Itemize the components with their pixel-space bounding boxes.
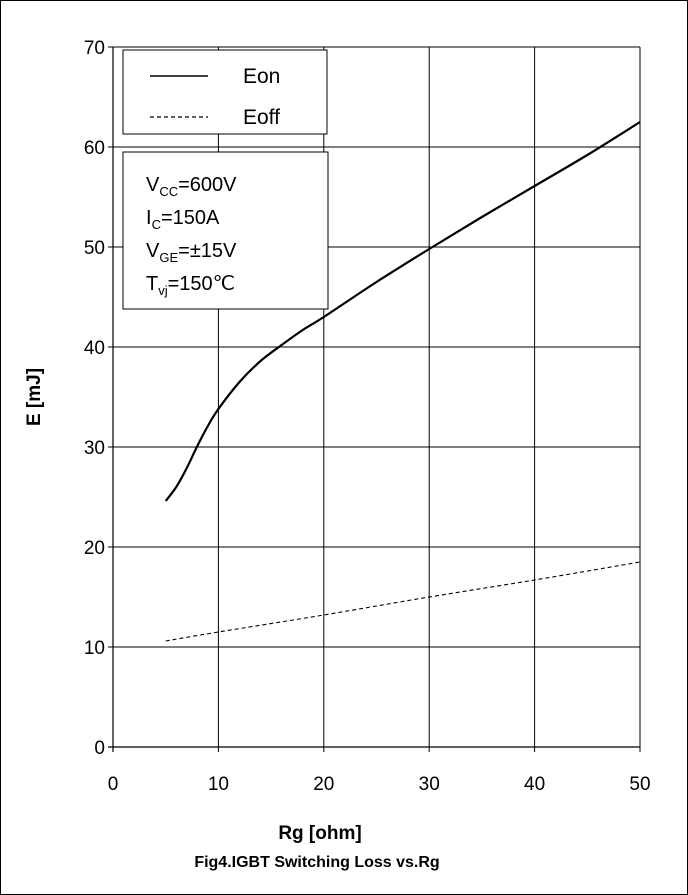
x-axis-title: Rg [ohm] [278,823,361,844]
x-tick-label: 40 [524,774,545,795]
y-tick-label: 40 [84,338,105,359]
y-tick-label: 70 [84,38,105,59]
series-line-eon [164,121,641,502]
figure-caption: Fig4.IGBT Switching Loss vs.Rg [194,854,439,871]
series-group [164,121,641,642]
conditions-frame [122,151,329,310]
y-tick-label: 30 [84,438,105,459]
legend-label-eon: Eon [243,65,280,88]
conditions-lines: VCC=600V IC=150A VGE=±15V Tvj=150℃ [146,174,237,298]
x-tick-label: 30 [419,774,440,795]
x-tick-label: 20 [313,774,334,795]
y-tick-label: 60 [84,138,105,159]
x-tick-label: 10 [208,774,229,795]
series-line-eoff [165,561,641,642]
x-tick-label: 0 [108,774,119,795]
condition-line: IC=150A [146,207,220,232]
condition-line: VCC=600V [146,174,237,199]
y-tick-label: 20 [84,538,105,559]
condition-line: Tvj=150℃ [146,273,235,298]
tick-labels: 0 10 20 30 40 50 60 70 0 10 20 30 40 50 [84,38,651,795]
conditions-box: VCC=600V IC=150A VGE=±15V Tvj=150℃ [122,151,329,310]
y-tick-label: 50 [84,238,105,259]
legend: Eon Eoff [122,49,328,135]
y-tick-label: 10 [84,638,105,659]
y-tick-label: 0 [94,738,105,759]
legend-label-eoff: Eoff [243,106,280,129]
axes [108,46,641,752]
x-tick-label: 50 [629,774,650,795]
y-axis-title: E [mJ] [24,368,45,426]
condition-line: VGE=±15V [146,240,237,265]
legend-box [122,49,328,135]
